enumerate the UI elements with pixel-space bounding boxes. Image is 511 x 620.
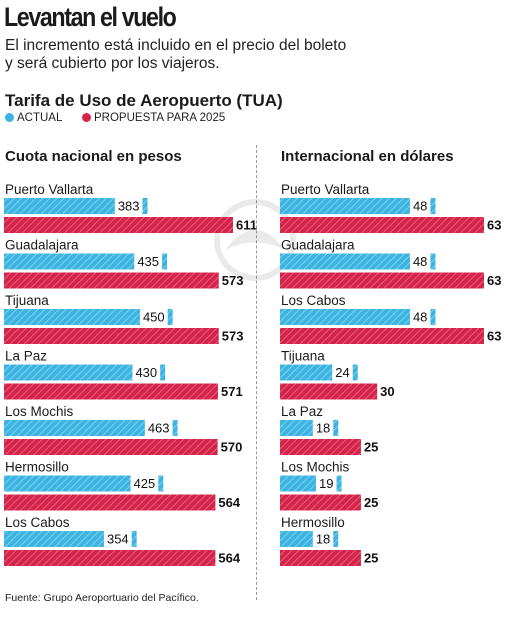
panel-international: Puerto Vallarta 48 63 Guadalajara 48 63 Los Ca… <box>280 182 501 566</box>
value-label-background <box>409 197 431 215</box>
legend-label-actual: ACTUAL <box>17 112 63 124</box>
bar-national-hermosillo-actual <box>4 475 164 492</box>
bar-intl-los-mochis-proposed <box>280 494 361 511</box>
panel-title-international: Internacional en dólares <box>281 148 454 165</box>
bar-intl-hermosillo-proposed <box>280 550 361 566</box>
bar-national-los-cabos-proposed <box>4 550 216 566</box>
chart-title: Tarifa de Uso de Aeropuerto (TUA) <box>5 91 283 110</box>
legend-item-actual: ACTUAL <box>5 112 62 124</box>
bar-intl-los-cabos-actual <box>280 309 436 325</box>
bar-national-puerto-vallarta-actual <box>4 198 148 214</box>
source-note: Fuente: Grupo Aeroportuario del Pacífico… <box>5 592 199 604</box>
category-label-intl-guadalajara: Guadalajara <box>281 238 355 253</box>
value-label-background <box>312 530 334 548</box>
value-label-national-guadalajara-proposed: 573 <box>222 273 244 288</box>
value-label-background <box>130 475 159 492</box>
legend-item-proposed: PROPUESTA PARA 2025 <box>82 112 225 124</box>
value-label-national-los-mochis-proposed: 570 <box>221 440 243 455</box>
bar-intl-puerto-vallarta-actual <box>280 198 436 214</box>
value-label-background <box>139 308 168 326</box>
legend-label-proposed: PROPUESTA PARA 2025 <box>94 112 226 124</box>
value-label-intl-hermosillo-proposed: 25 <box>364 551 378 566</box>
category-label-national-puerto-vallarta: Puerto Vallarta <box>5 182 94 197</box>
bar-intl-guadalajara-proposed <box>280 272 484 289</box>
value-label-national-puerto-vallarta-actual: 383 <box>118 199 140 214</box>
value-label-intl-los-cabos-actual: 48 <box>413 310 427 325</box>
panel-title-national: Cuota nacional en pesos <box>5 148 182 165</box>
value-label-national-la-paz-actual: 430 <box>135 365 157 380</box>
bar-national-los-mochis-actual <box>4 420 178 436</box>
value-label-national-hermosillo-proposed: 564 <box>218 495 240 510</box>
panel-national: Puerto Vallarta 383 611 Guadalajara 435 573 Ti… <box>4 182 257 566</box>
value-label-national-tijuana-proposed: 573 <box>222 329 244 344</box>
chart-headline: Levantan el vuelo <box>4 2 177 32</box>
value-label-intl-la-paz-proposed: 25 <box>364 440 378 455</box>
value-label-background <box>316 475 337 492</box>
value-label-national-la-paz-proposed: 571 <box>221 384 243 399</box>
bar-intl-puerto-vallarta-proposed <box>280 217 484 233</box>
legend-swatch-proposed <box>82 113 91 122</box>
value-label-national-hermosillo-actual: 425 <box>134 476 156 491</box>
bar-national-los-cabos-actual <box>4 531 137 547</box>
value-label-background <box>114 197 143 215</box>
value-label-national-los-mochis-actual: 463 <box>148 421 170 436</box>
bar-intl-guadalajara-actual <box>280 253 436 270</box>
value-label-intl-guadalajara-proposed: 63 <box>487 273 501 288</box>
value-label-intl-puerto-vallarta-proposed: 63 <box>487 218 501 233</box>
category-label-intl-tijuana: Tijuana <box>281 349 325 364</box>
category-label-intl-hermosillo: Hermosillo <box>281 515 345 530</box>
value-label-intl-la-paz-actual: 18 <box>316 421 330 436</box>
value-label-national-guadalajara-actual: 435 <box>137 254 159 269</box>
bar-national-puerto-vallarta-proposed <box>4 217 233 233</box>
bar-national-tijuana-proposed <box>4 328 219 344</box>
category-label-national-los-mochis: Los Mochis <box>5 404 74 419</box>
value-label-background <box>132 364 161 381</box>
category-label-intl-los-cabos: Los Cabos <box>281 293 346 308</box>
bar-national-los-mochis-proposed <box>4 439 218 455</box>
value-label-intl-puerto-vallarta-actual: 48 <box>413 199 427 214</box>
value-label-background <box>409 308 431 326</box>
category-label-intl-los-mochis: Los Mochis <box>281 460 350 475</box>
value-label-intl-hermosillo-actual: 18 <box>316 532 330 547</box>
value-label-national-los-cabos-proposed: 564 <box>218 551 240 566</box>
value-label-intl-tijuana-proposed: 30 <box>380 384 394 399</box>
value-label-intl-los-mochis-actual: 19 <box>319 476 333 491</box>
value-label-background <box>312 419 334 437</box>
bar-national-la-paz-actual <box>4 364 166 381</box>
value-label-intl-tijuana-actual: 24 <box>335 365 349 380</box>
category-label-intl-puerto-vallarta: Puerto Vallarta <box>281 182 370 197</box>
category-label-national-la-paz: La Paz <box>5 349 47 364</box>
value-label-background <box>332 364 353 381</box>
bar-national-la-paz-proposed <box>4 383 219 400</box>
value-label-national-los-cabos-actual: 354 <box>107 532 129 547</box>
legend-swatch-actual <box>5 113 14 122</box>
bar-intl-tijuana-proposed <box>280 383 378 400</box>
value-label-intl-los-cabos-proposed: 63 <box>487 329 501 344</box>
value-label-intl-los-mochis-proposed: 25 <box>364 495 378 510</box>
category-label-intl-la-paz: La Paz <box>281 404 323 419</box>
bar-intl-la-paz-proposed <box>280 439 361 455</box>
value-label-national-tijuana-actual: 450 <box>143 310 165 325</box>
watermark-eagle-emblem <box>214 199 296 281</box>
value-label-background <box>409 253 431 270</box>
bar-national-guadalajara-proposed <box>4 272 219 289</box>
value-label-background <box>144 419 173 437</box>
bar-national-hermosillo-proposed <box>4 494 216 511</box>
bar-intl-los-cabos-proposed <box>280 328 484 344</box>
panel-divider <box>256 145 257 600</box>
value-label-background <box>134 253 163 270</box>
category-label-national-guadalajara: Guadalajara <box>5 238 79 253</box>
value-label-intl-guadalajara-actual: 48 <box>413 254 427 269</box>
value-label-national-puerto-vallarta-proposed: 611 <box>236 218 257 233</box>
value-label-background <box>103 530 132 548</box>
chart-subtitle-line-2: y será cubierto por los viajeros. <box>5 55 220 72</box>
category-label-national-los-cabos: Los Cabos <box>5 515 70 530</box>
bar-national-guadalajara-actual <box>4 253 168 270</box>
category-label-national-hermosillo: Hermosillo <box>5 460 69 475</box>
bar-national-tijuana-actual <box>4 309 173 325</box>
chart-subtitle-line-1: El incremento está incluido en el precio… <box>5 37 347 54</box>
category-label-national-tijuana: Tijuana <box>5 293 49 308</box>
